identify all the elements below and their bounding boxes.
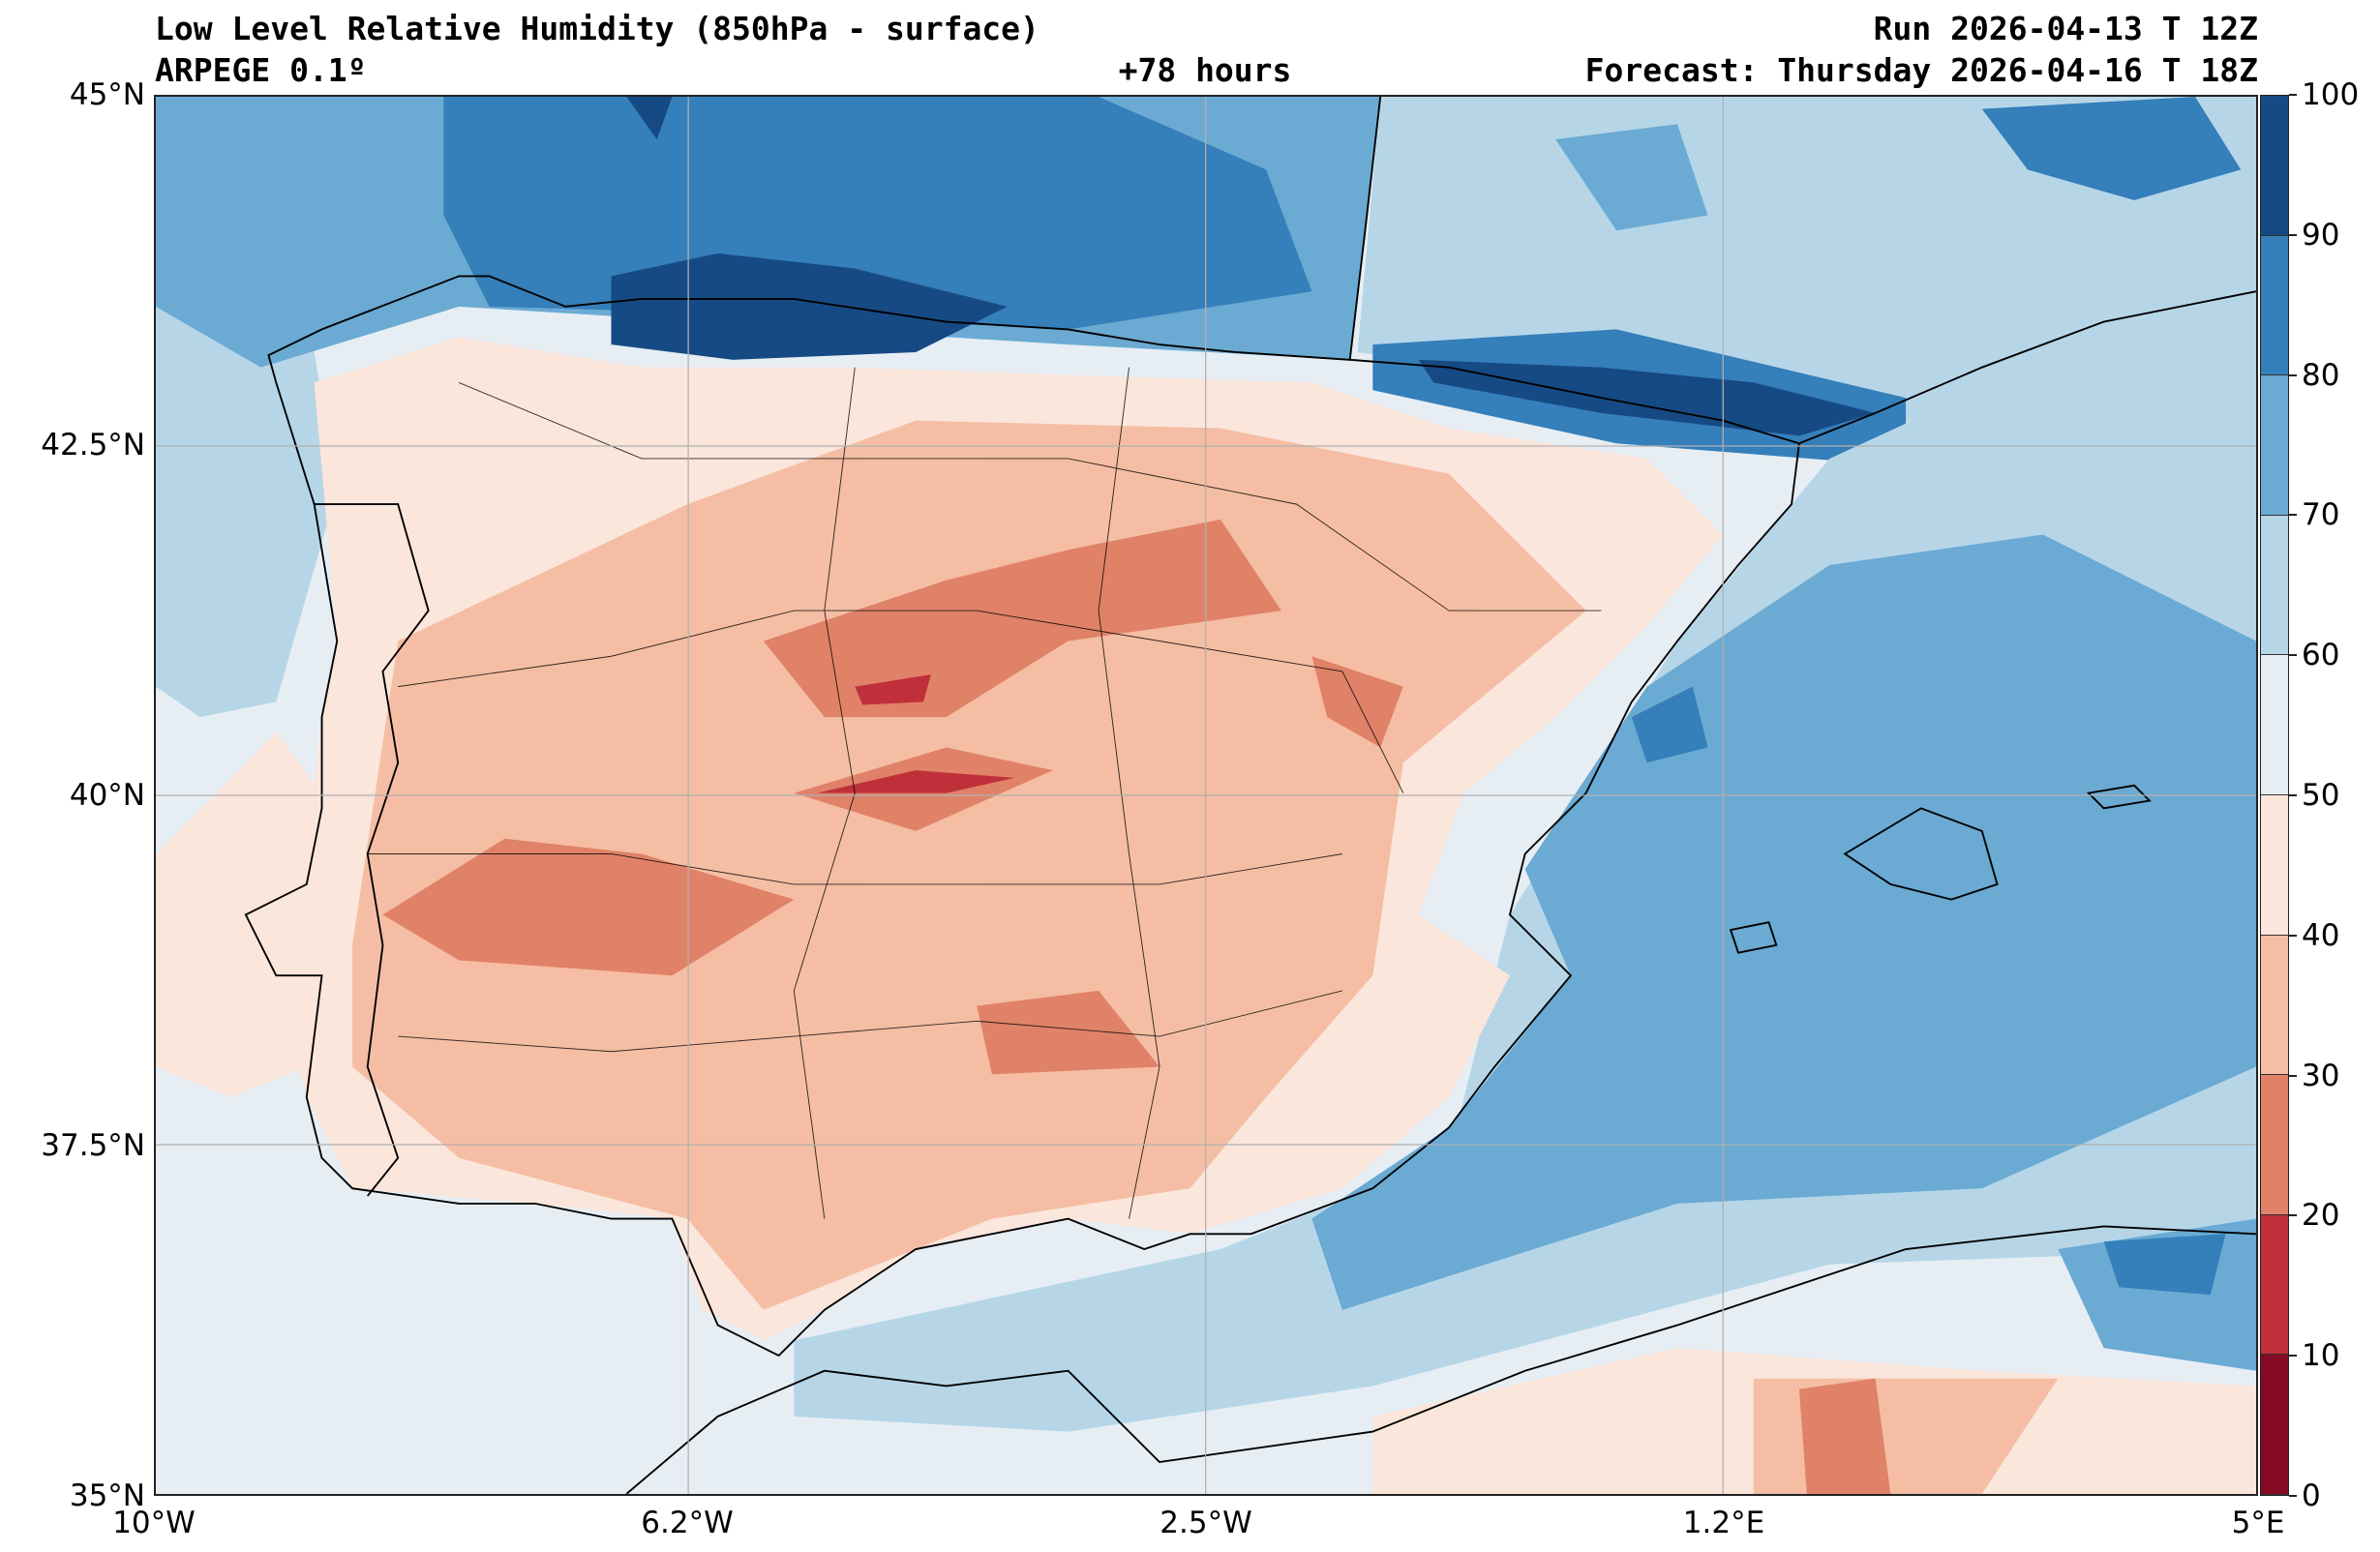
field-80-90-africa xyxy=(2103,1234,2226,1296)
field-90-100-pyrenees xyxy=(1418,359,1876,436)
humidity-map xyxy=(154,95,2258,1496)
colorbar-segment xyxy=(2261,794,2288,936)
colorbar-tick xyxy=(2289,1214,2297,1217)
colorbar-segment xyxy=(2261,935,2288,1076)
mallorca xyxy=(1843,807,1999,901)
lon-label-6-2w: 6.2°W xyxy=(641,1506,734,1540)
field-80-90-alps xyxy=(1981,97,2242,200)
colorbar-segment xyxy=(2261,1355,2288,1495)
colorbar-tick xyxy=(2289,1355,2297,1358)
pyrenees-border xyxy=(1349,358,1800,445)
ibiza xyxy=(1729,921,1778,954)
colorbar-segment xyxy=(2261,515,2288,656)
field-40-50-atlantic xyxy=(156,731,322,1097)
colorbar-segment xyxy=(2261,1075,2288,1215)
lon-label-2-5w: 2.5°W xyxy=(1160,1506,1252,1540)
colorbar-tick xyxy=(2289,934,2297,937)
field-70-80-med xyxy=(1311,534,2256,1310)
lat-label-35: 35°N xyxy=(69,1478,145,1513)
field-10-20-core xyxy=(855,674,931,705)
colorbar-segment xyxy=(2261,375,2288,516)
field-90-100-biscay xyxy=(611,253,1008,360)
colorbar-tick-label: 60 xyxy=(2302,638,2340,673)
field-20-30-africa xyxy=(1798,1378,1891,1494)
colorbar-tick xyxy=(2289,94,2297,96)
colorbar-tick xyxy=(2289,233,2297,236)
colorbar-tick-label: 50 xyxy=(2302,778,2340,813)
map-svg xyxy=(156,97,2256,1494)
colorbar-tick-label: 10 xyxy=(2302,1338,2340,1374)
colorbar-tick xyxy=(2289,1495,2297,1497)
lon-label-1-2e: 1.2°E xyxy=(1682,1506,1765,1540)
colorbar-segment xyxy=(2261,235,2288,376)
province-borders xyxy=(367,367,1602,1219)
colorbar-tick-label: 40 xyxy=(2302,917,2340,953)
gridlines xyxy=(156,97,2256,1494)
colorbar-tick-label: 90 xyxy=(2302,217,2340,253)
run-time: Run 2026-04-13 T 12Z xyxy=(1873,10,2258,47)
colorbar-tick xyxy=(2289,1074,2297,1077)
forecast-time: Forecast: Thursday 2026-04-16 T 18Z xyxy=(1584,51,2258,89)
coastlines xyxy=(244,97,2256,1494)
menorca xyxy=(2086,784,2152,810)
colorbar-tick xyxy=(2289,373,2297,376)
lat-label-42-5: 42.5°N xyxy=(41,428,145,463)
colorbar-tick xyxy=(2289,654,2297,657)
lon-label-5e: 5°E xyxy=(2231,1506,2285,1540)
colorbar-tick xyxy=(2289,514,2297,517)
iberia-coastline xyxy=(244,97,2256,1358)
africa-coastline xyxy=(625,1225,2256,1494)
colorbar-tick-label: 0 xyxy=(2302,1478,2321,1513)
field-70-80-france xyxy=(1555,124,1708,231)
colorbar-segment xyxy=(2261,655,2288,795)
colorbar-segment xyxy=(2261,96,2288,236)
model-name: ARPEGE 0.1º xyxy=(155,51,367,89)
lat-label-40: 40°N xyxy=(69,778,145,813)
portugal-border xyxy=(314,503,430,1197)
field-20-30-south xyxy=(977,990,1160,1075)
lon-label-10w: 10°W xyxy=(112,1506,196,1540)
colorbar-tick xyxy=(2289,794,2297,796)
map-title: Low Level Relative Humidity (850hPa - su… xyxy=(155,10,1039,47)
colorbar-tick-label: 20 xyxy=(2302,1198,2340,1234)
colorbar-segment xyxy=(2261,1214,2288,1356)
colorbar xyxy=(2260,95,2289,1496)
lat-label-45: 45°N xyxy=(69,77,145,112)
lat-label-37-5: 37.5°N xyxy=(41,1128,145,1163)
field-20-30-west xyxy=(382,838,795,976)
colorbar-tick-label: 80 xyxy=(2302,357,2340,393)
colorbar-tick-label: 100 xyxy=(2302,77,2360,112)
colorbar-tick-label: 70 xyxy=(2302,497,2340,533)
colorbar-tick-label: 30 xyxy=(2302,1058,2340,1093)
field-80-90-med xyxy=(1631,686,1708,763)
field-10-20-core2 xyxy=(816,770,1015,793)
field-30-40-iberia xyxy=(351,420,1586,1310)
lead-time: +78 hours xyxy=(1118,51,1292,89)
